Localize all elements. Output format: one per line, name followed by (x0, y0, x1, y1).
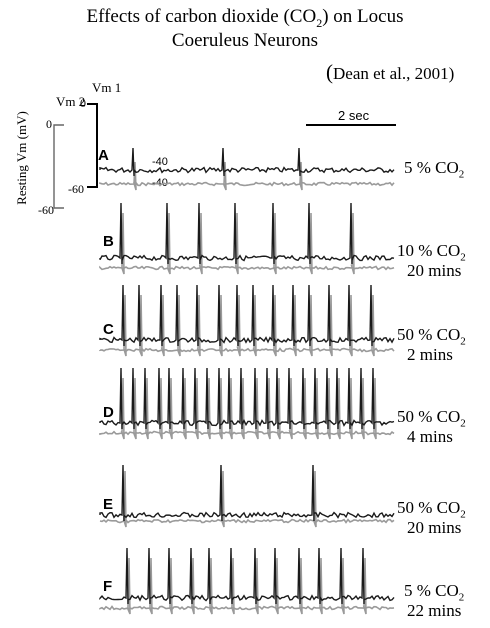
condition-e-sub: 2 (460, 508, 466, 521)
vm1-trace-a (99, 147, 395, 177)
citation: (Dean et al., 2001) (326, 60, 454, 85)
vm1-trace-d (99, 367, 395, 430)
panel-letter-d: D (103, 404, 114, 421)
figure-title: Effects of carbon dioxide (CO2) on Locus (0, 6, 490, 34)
citation-text: Dean et al., 2001) (333, 64, 455, 83)
condition-label-a: 5 % CO2 (404, 158, 464, 184)
condition-c-sub: 2 (460, 335, 466, 348)
panel-letter-f: F (103, 578, 113, 595)
condition-label-e: 50 % CO2 (397, 498, 466, 524)
trace-label-vm1: -40 (152, 156, 168, 168)
vm2-trace-f (99, 557, 395, 615)
condition-f-co2: 5 % CO (404, 581, 459, 600)
condition-b-co2: 10 % CO (397, 241, 461, 260)
condition-d-sub: 2 (460, 417, 466, 430)
citation-paren: ( (326, 60, 333, 84)
vm1-top-tick-label: 0 (80, 96, 86, 110)
condition-d-co2: 50 % CO (397, 407, 461, 426)
vm1-trace-c (99, 284, 395, 347)
vm2-label: Vm 2 (56, 94, 86, 109)
condition-a-sub: 2 (458, 168, 465, 181)
title-subscript: 2 (316, 15, 323, 30)
condition-b-sub: 2 (460, 251, 466, 264)
vm1-trace-e (99, 464, 395, 522)
condition-a-co2: 5 % CO (404, 158, 459, 177)
condition-label-b: 10 % CO2 (397, 241, 466, 267)
vm2-trace-d (99, 377, 395, 440)
vm2-top-tick-label: 0 (46, 117, 52, 131)
vm1-bottom-tick-label: -60 (68, 182, 84, 196)
vm2-trace-c (99, 294, 395, 357)
condition-label-f: 5 % CO2 (404, 581, 464, 607)
condition-f-sub: 2 (458, 591, 465, 604)
trace-label-vm2: -40 (152, 177, 168, 189)
condition-c-co2: 50 % CO (397, 325, 461, 344)
vm2-trace-e (99, 470, 395, 528)
vm2-axis (53, 124, 64, 209)
condition-c-time: 2 mins (407, 345, 453, 364)
condition-d-time: 4 mins (407, 427, 453, 446)
condition-label-c: 50 % CO2 (397, 325, 466, 351)
vm2-trace-b (99, 212, 395, 275)
trace-group (99, 147, 395, 615)
panel-letter-a: A (98, 147, 109, 164)
condition-e-co2: 50 % CO (397, 498, 461, 517)
vm2-bottom-tick-label: -60 (38, 203, 54, 217)
title-line1: Effects of carbon dioxide (CO (86, 6, 317, 27)
condition-label-d: 50 % CO2 (397, 407, 466, 433)
condition-e-time: 20 mins (407, 518, 462, 537)
scale-bar-label: 2 sec (338, 108, 370, 123)
vm1-trace-f (99, 547, 395, 605)
figure-subtitle: Coeruleus Neurons (171, 30, 319, 51)
panel-letter-c: C (103, 321, 114, 338)
panel-letter-b: B (103, 233, 114, 250)
vm1-label: Vm 1 (92, 80, 122, 95)
vm1-axis (87, 103, 98, 188)
condition-b-time: 20 mins (407, 261, 462, 280)
title-line1-end: ) on Locus (322, 6, 404, 27)
panel-letter-e: E (103, 496, 114, 513)
vm2-trace-a (99, 161, 395, 191)
vm1-trace-b (99, 202, 395, 265)
condition-f-time: 22 mins (407, 601, 462, 620)
